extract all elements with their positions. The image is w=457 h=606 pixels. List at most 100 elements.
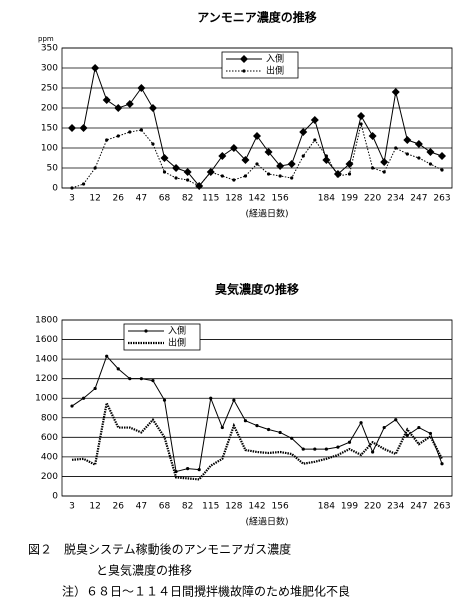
point xyxy=(229,144,238,152)
point xyxy=(440,462,444,466)
x-tick-label: 156 xyxy=(272,502,289,512)
point xyxy=(394,146,398,150)
point xyxy=(116,367,120,371)
point xyxy=(93,386,97,391)
y-tick-label: 300 xyxy=(41,64,58,74)
point xyxy=(276,162,285,170)
x-tick-label: 128 xyxy=(225,194,242,204)
x-tick-label: 184 xyxy=(318,502,335,512)
x-tick-label: 3 xyxy=(69,194,75,204)
point xyxy=(186,467,190,471)
point xyxy=(70,186,74,190)
point xyxy=(255,162,259,166)
x-tick-label: 263 xyxy=(433,502,450,512)
point xyxy=(324,447,328,451)
point xyxy=(394,418,398,422)
x-tick-label: 47 xyxy=(136,502,147,512)
x-tick-label: 82 xyxy=(182,502,193,512)
point xyxy=(68,124,76,132)
point xyxy=(232,398,236,402)
y-tick-label: 600 xyxy=(41,433,58,443)
plot-frame xyxy=(61,319,453,497)
point xyxy=(301,447,305,451)
x-tick-label: 234 xyxy=(387,502,404,512)
point xyxy=(209,170,213,174)
point xyxy=(241,156,250,164)
y-tick-label: 1200 xyxy=(35,374,58,384)
point xyxy=(324,154,328,158)
plot-frame xyxy=(61,47,453,189)
point xyxy=(172,164,181,172)
point xyxy=(162,398,167,402)
point xyxy=(264,148,273,156)
point xyxy=(186,178,190,182)
point xyxy=(91,64,100,72)
x-tick-label: 115 xyxy=(202,194,219,204)
legend-marker xyxy=(144,329,148,333)
point xyxy=(105,138,109,142)
y-tick-label: 0 xyxy=(52,492,58,502)
x-tick-label: 12 xyxy=(89,194,100,204)
point xyxy=(266,427,271,432)
y-tick-label: 1600 xyxy=(35,335,58,345)
point xyxy=(197,184,201,188)
series-line xyxy=(71,355,443,473)
point xyxy=(232,178,236,182)
point xyxy=(183,168,192,176)
x-tick-label: 115 xyxy=(202,502,219,512)
x-tick-label: 247 xyxy=(410,502,427,512)
point xyxy=(313,447,317,451)
point xyxy=(405,152,409,156)
point xyxy=(371,166,375,170)
point xyxy=(357,112,366,120)
x-tick-label: 142 xyxy=(248,502,265,512)
x-tick-label: 220 xyxy=(364,194,381,204)
point xyxy=(382,170,386,174)
y-tick-label: 250 xyxy=(41,84,58,94)
series-line xyxy=(71,399,443,481)
point xyxy=(405,433,409,437)
caption: 図２ 脱臭システム稼動後のアンモニアガス濃度 xyxy=(28,542,291,557)
legend-box xyxy=(123,323,201,351)
point xyxy=(114,104,123,112)
point xyxy=(70,404,74,408)
caption: と臭気濃度の推移 xyxy=(96,563,192,578)
point xyxy=(137,84,146,92)
legend-label: 入側 xyxy=(266,53,284,65)
y-tick-label: 800 xyxy=(41,413,58,423)
point xyxy=(371,450,375,454)
x-axis-label: (経過日数) xyxy=(245,516,288,528)
point xyxy=(403,136,412,144)
y-tick-label: 350 xyxy=(41,44,58,54)
legend-label: 入側 xyxy=(168,325,186,337)
x-tick-label: 26 xyxy=(113,502,125,512)
x-tick-label: 220 xyxy=(364,502,381,512)
point xyxy=(359,421,363,425)
y-tick-label: 50 xyxy=(47,164,59,174)
point xyxy=(380,158,389,166)
point xyxy=(322,156,331,164)
point xyxy=(151,142,155,146)
point xyxy=(382,425,386,430)
point xyxy=(299,128,308,136)
x-tick-label: 68 xyxy=(159,502,171,512)
chart-title: アンモニア濃度の推移 xyxy=(197,10,317,25)
point xyxy=(391,88,400,96)
legend-marker xyxy=(240,55,248,63)
point xyxy=(440,168,444,172)
point xyxy=(336,174,340,178)
legend-box xyxy=(221,51,299,79)
point xyxy=(139,128,143,132)
point xyxy=(243,174,248,178)
y-tick-label: 100 xyxy=(41,144,58,154)
x-tick-label: 3 xyxy=(69,502,75,512)
chart-title: 臭気濃度の推移 xyxy=(215,282,299,297)
x-tick-label: 247 xyxy=(410,194,427,204)
y-tick-label: 200 xyxy=(41,104,58,114)
y-tick-label: 1000 xyxy=(35,394,58,404)
legend-marker xyxy=(242,69,246,73)
point xyxy=(148,104,157,112)
x-tick-label: 82 xyxy=(182,194,193,204)
point xyxy=(128,130,132,134)
